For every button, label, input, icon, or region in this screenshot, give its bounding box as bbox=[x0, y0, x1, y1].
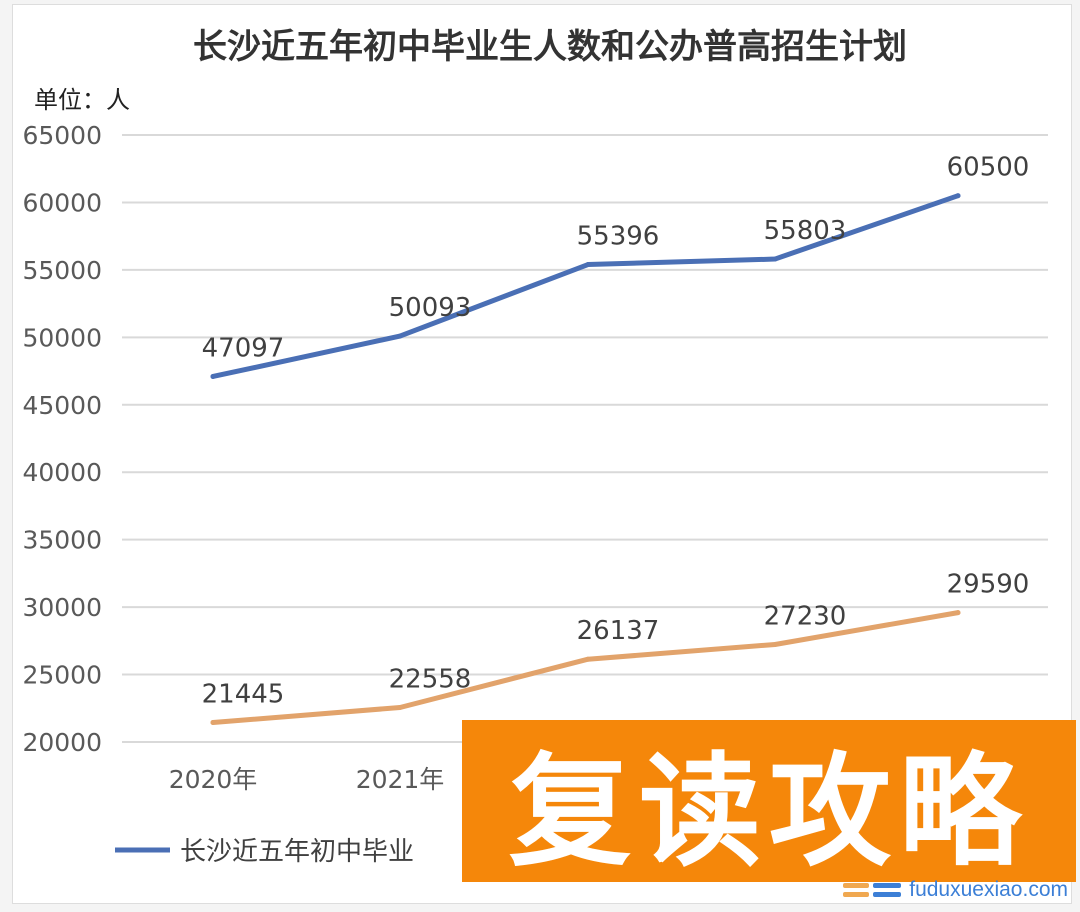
data-label: 50093 bbox=[389, 293, 472, 323]
data-label: 29590 bbox=[947, 570, 1030, 600]
chart-title: 长沙近五年初中毕业生人数和公办普高招生计划 bbox=[193, 27, 907, 67]
data-point bbox=[397, 704, 403, 710]
y-tick-label: 35000 bbox=[22, 526, 102, 555]
data-label: 26137 bbox=[577, 616, 660, 646]
y-tick-label: 45000 bbox=[22, 391, 102, 420]
y-tick-label: 55000 bbox=[22, 256, 102, 285]
data-label: 22558 bbox=[389, 664, 472, 694]
y-tick-label: 25000 bbox=[22, 661, 102, 690]
y-tick-label: 65000 bbox=[22, 121, 102, 150]
data-point bbox=[772, 641, 778, 647]
data-point bbox=[210, 373, 216, 379]
data-point bbox=[210, 720, 216, 726]
x-tick-label: 2020年 bbox=[169, 765, 258, 794]
data-label: 21445 bbox=[202, 680, 285, 710]
data-label: 55803 bbox=[764, 216, 847, 246]
site-url: fuduxuexiao.com bbox=[909, 878, 1068, 901]
data-point bbox=[955, 610, 961, 616]
data-point bbox=[397, 333, 403, 339]
x-tick-label: 2021年 bbox=[356, 765, 445, 794]
logo-icon bbox=[843, 881, 903, 899]
unit-label: 单位：人 bbox=[34, 86, 130, 114]
data-point bbox=[585, 262, 591, 268]
data-point bbox=[585, 656, 591, 662]
data-label: 27230 bbox=[764, 601, 847, 631]
y-tick-label: 60000 bbox=[22, 188, 102, 217]
data-label: 47097 bbox=[202, 333, 285, 363]
y-tick-label: 50000 bbox=[22, 323, 102, 352]
watermark-text: 复读攻略 bbox=[509, 740, 1029, 883]
y-tick-label: 20000 bbox=[22, 728, 102, 757]
data-point bbox=[772, 256, 778, 262]
data-point bbox=[955, 193, 961, 199]
watermark-banner: 复读攻略 bbox=[462, 720, 1076, 883]
legend-label: 长沙近五年初中毕业 bbox=[180, 837, 414, 867]
y-tick-label: 40000 bbox=[22, 458, 102, 487]
data-label: 60500 bbox=[947, 153, 1030, 183]
data-label: 55396 bbox=[577, 222, 660, 252]
y-tick-label: 30000 bbox=[22, 593, 102, 622]
site-logo: fuduxuexiao.com bbox=[843, 878, 1068, 902]
